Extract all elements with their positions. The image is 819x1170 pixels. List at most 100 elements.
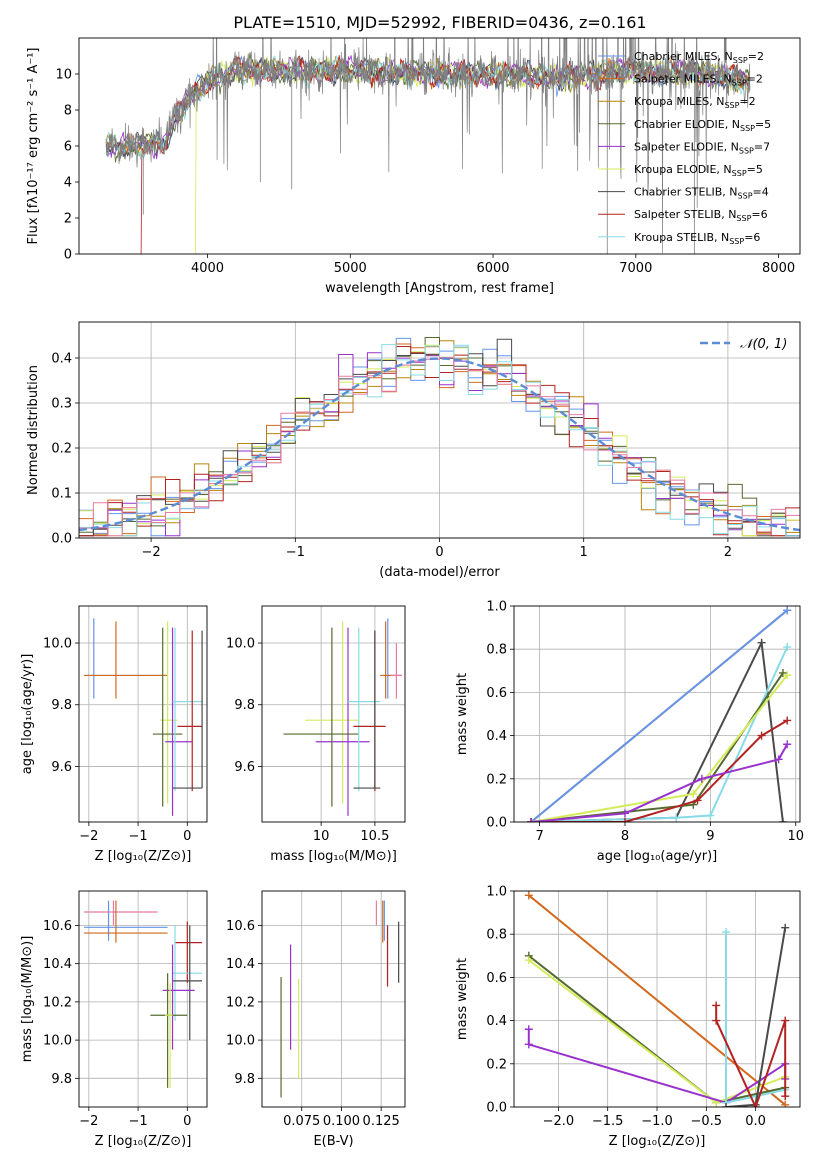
y-tick-label: 10.0 [226,637,255,652]
legend-entry: Salpeter ELODIE, NSSP=7 [634,140,770,155]
y-tick-label: 0.1 [51,487,72,502]
plot-area [79,337,800,537]
legend-entry: Kroupa MILES, NSSP=2 [634,95,756,110]
x-tick-label: 6000 [476,261,509,276]
axes-frame [78,890,208,1108]
x-tick-label: 0.100 [323,1114,360,1129]
mass-weight-marker [757,638,766,647]
mass-weight-marker [697,774,706,783]
mass-weight-marker [781,1092,790,1101]
x-tick-label: 0 [435,545,443,560]
x-tick-label: 2 [724,545,732,560]
y-tick-label: 0.3 [51,397,72,412]
normal-curve [79,357,800,532]
mass-weight-marker [783,643,792,652]
legend-entry: Kroupa ELODIE, NSSP=5 [634,163,763,178]
legend-entry: 𝒩(0, 1) [740,337,787,352]
panel-spectrum: 4000 5000 6000 7000 8000 0 2 4 6 8 10 wavelength [A… [26,37,801,296]
mass-weight-line [531,743,789,822]
x-axis-label: E(B-V) [313,1134,353,1149]
y-tick-label: 10.6 [226,919,255,934]
y-tick-label: 10 [55,68,72,83]
mass-weight-marker [783,716,792,725]
x-tick-label: −1 [286,545,305,560]
x-tick-label: −0.5 [691,1114,723,1129]
y-tick-label: 10.4 [226,957,255,972]
x-tick-label: 10 [787,829,804,844]
x-tick-label: 0 [183,829,191,844]
y-tick-label: 10.6 [43,919,72,934]
plot-area [527,606,792,822]
x-axis-label: Z [log₁₀(Z/Z⊙)] [95,849,192,864]
panel-massweight-vs-age: 7 8 9 10 0.0 0.2 0.4 0.6 0.8 1.0 age [log₁₀(age/yr… [455,600,804,865]
mass-weight-marker [524,1025,533,1034]
mass-weight-marker [689,789,698,798]
y-tick-label: 9.8 [234,1072,255,1087]
plot-area [105,38,751,254]
x-tick-label: 5000 [334,261,367,276]
mass-weight-marker [524,891,533,900]
mass-weight-marker [527,818,536,822]
x-tick-label: −2.0 [543,1114,575,1129]
y-axis-label: age [log₁₀(age/yr)] [20,654,35,775]
y-axis-label: Normed distribution [26,365,41,495]
x-tick-label: −2 [79,1114,98,1129]
y-tick-label: 0.8 [486,928,507,943]
panel-age-vs-mass: 10 10.5 9.6 9.8 10.0 mass [log₁₀(M/M⊙)] [226,605,406,864]
y-axis-label: Flux [fλ10⁻¹⁷ erg cm⁻² s⁻¹ A⁻¹] [26,48,41,245]
y-tick-label: 9.8 [51,698,72,713]
y-tick-label: 1.0 [486,885,507,900]
y-tick-label: 9.8 [234,698,255,713]
legend-entry: Salpeter MILES, NSSP=2 [634,73,763,88]
axes-frame [261,605,406,823]
y-tick-label: 0.0 [51,532,72,547]
y-tick-label: 0.2 [486,1057,507,1072]
plot-area [83,618,203,816]
y-tick-label: 9.6 [234,760,255,775]
mass-weight-marker [778,818,787,822]
x-tick-label: −1 [128,1114,147,1129]
mass-weight-marker [672,813,681,822]
y-tick-label: 0.6 [486,686,507,701]
y-tick-label: 10.0 [43,637,72,652]
x-tick-label: 0.125 [363,1114,400,1129]
mass-weight-marker [783,740,792,749]
panel-mass-vs-Z: −2 −1 0 9.8 10.0 10.2 10.4 10.6 Z [log₁₀(Z/Z⊙)] m… [20,890,208,1149]
mass-weight-marker [524,956,533,965]
mass-weight-marker [620,818,629,822]
x-tick-label: 0.075 [283,1114,320,1129]
axes-frame [513,890,801,1108]
y-tick-label: 0.2 [486,772,507,787]
mass-weight-marker [781,923,790,932]
x-tick-label: −1.5 [592,1114,624,1129]
mass-weight-line [531,646,789,822]
mass-weight-line [531,639,784,822]
mass-weight-marker [757,731,766,740]
panel-mass-vs-EBV: 0.075 0.100 0.125 9.8 10.0 10.2 10.4 10.6 E(B-V) [226,890,406,1149]
x-tick-label: 8000 [762,261,795,276]
mass-weight-marker [722,1103,731,1107]
y-tick-label: 4 [64,176,72,191]
y-tick-label: 10.0 [226,1034,255,1049]
x-tick-label: 8 [621,829,629,844]
y-tick-label: 0.2 [51,442,72,457]
mass-weight-marker [783,606,792,615]
observed-spectrum-line [105,38,751,254]
x-tick-label: −2 [79,829,98,844]
x-axis-label: mass [log₁₀(M/M⊙)] [270,849,397,864]
legend-entry: Chabrier MILES, NSSP=2 [634,50,764,65]
legend: 𝒩(0, 1) [700,337,787,352]
plot-area [280,900,400,1098]
y-tick-label: 0.8 [486,643,507,658]
plot-area [524,891,790,1107]
legend-entry: Chabrier ELODIE, NSSP=5 [634,118,771,133]
y-tick-label: 10.0 [43,1034,72,1049]
axes-frame [78,321,801,539]
residual-histogram [79,356,800,537]
legend-entry: Chabrier STELIB, NSSP=4 [634,186,769,201]
x-tick-label: 0.0 [745,1114,766,1129]
axes-frame [261,890,406,1108]
legend: Chabrier MILES, NSSP=2 Salpeter MILES, NS… [598,50,771,246]
x-axis-label: age [log₁₀(age/yr)] [597,849,718,864]
x-tick-label: 7 [535,829,543,844]
